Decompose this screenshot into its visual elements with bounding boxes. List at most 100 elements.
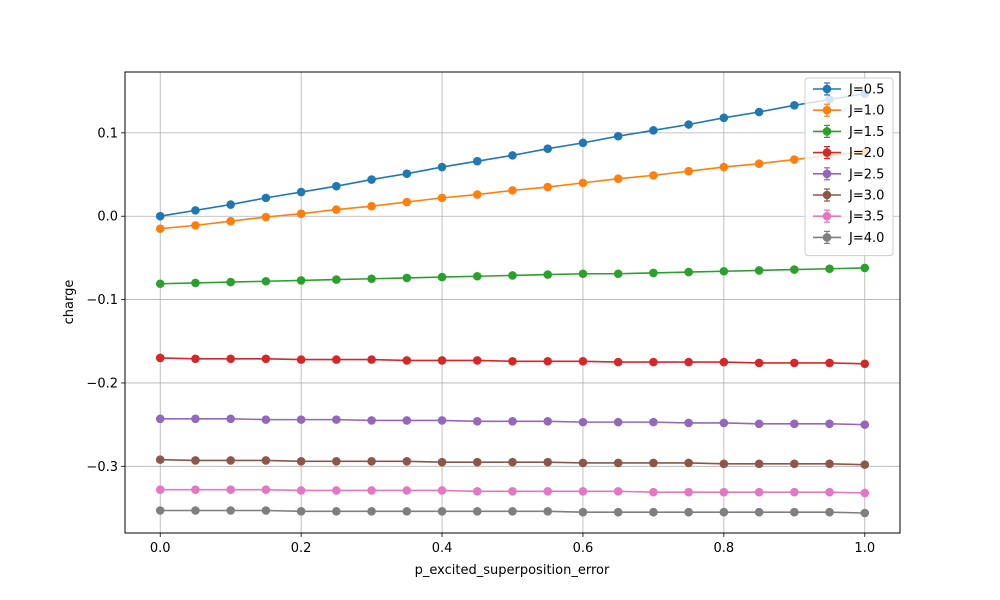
data-point (472, 356, 482, 365)
data-point (719, 418, 729, 428)
data-point (296, 209, 306, 219)
data-point (754, 358, 764, 368)
data-point (332, 355, 341, 364)
data-point (719, 487, 729, 497)
legend-item: J=4.0 (813, 230, 884, 246)
legend-label: J=4.0 (848, 231, 884, 246)
data-point (543, 182, 553, 192)
x-tick-label: 0.4 (432, 541, 453, 556)
data-point (754, 487, 764, 497)
series-group (155, 89, 870, 518)
data-point (790, 155, 799, 164)
data-point (543, 144, 553, 153)
data-point (649, 417, 658, 427)
data-point (296, 486, 306, 495)
data-point (402, 416, 412, 425)
series-J=2.0 (155, 353, 870, 369)
series-J=3.5 (155, 485, 870, 498)
data-point (719, 459, 729, 469)
data-point (332, 486, 341, 495)
data-point (860, 460, 870, 469)
data-point (367, 416, 376, 425)
data-point (790, 358, 799, 368)
y-tick-label: 0.0 (97, 210, 118, 225)
data-point (332, 507, 341, 516)
legend-marker (822, 233, 832, 242)
data-point (472, 416, 482, 426)
data-point (578, 138, 588, 148)
legend-item: J=0.5 (813, 82, 884, 98)
data-point (508, 487, 517, 496)
data-point (226, 216, 235, 226)
data-point (261, 276, 271, 286)
y-tick-label: 0.1 (97, 126, 118, 141)
data-point (226, 506, 235, 515)
data-point (543, 356, 553, 366)
legend-item: J=3.0 (813, 188, 884, 204)
legend-marker (822, 148, 832, 157)
data-point (191, 206, 200, 215)
data-point (155, 211, 165, 221)
plot-frame (124, 71, 901, 534)
data-point (296, 187, 306, 197)
x-tick-label: 0.6 (573, 541, 594, 556)
data-point (226, 354, 235, 364)
data-point (367, 355, 376, 364)
data-point (367, 507, 376, 516)
data-point (437, 272, 447, 282)
data-point (684, 418, 693, 428)
data-point (684, 120, 693, 129)
data-point (508, 416, 517, 426)
data-point (191, 278, 200, 288)
data-point (191, 456, 200, 465)
data-point (613, 131, 623, 141)
data-point (543, 416, 553, 426)
data-point (578, 458, 588, 468)
x-axis-label: p_excited_superposition_error (415, 563, 610, 578)
data-point (754, 266, 764, 275)
data-point (684, 166, 693, 176)
data-point (578, 487, 588, 496)
legend-item: J=1.5 (813, 124, 884, 140)
data-point (754, 419, 764, 429)
data-point (261, 212, 271, 222)
data-point (649, 268, 658, 278)
data-point (719, 162, 729, 172)
data-point (860, 263, 870, 273)
data-point (649, 487, 658, 497)
series-J=4.0 (155, 506, 870, 518)
legend-item: J=3.5 (813, 209, 884, 225)
data-point (860, 420, 870, 429)
data-point (860, 488, 870, 498)
data-point (790, 507, 799, 517)
data-point (719, 113, 729, 123)
data-point (790, 487, 799, 497)
series-J=2.5 (155, 414, 870, 429)
legend-label: J=1.5 (848, 125, 884, 140)
data-point (155, 414, 165, 424)
data-point (578, 417, 588, 427)
data-point (155, 485, 165, 494)
data-point (754, 459, 764, 469)
data-point (437, 416, 447, 425)
legend-marker (822, 190, 832, 200)
data-point (508, 356, 517, 366)
data-point (578, 356, 588, 366)
ticks: 0.0 0.2 0.4 0.6 0.8 1.0 0.1 0.0 −0.1 −0.2 −0.3 (86, 126, 875, 556)
data-point (543, 487, 553, 496)
series-J=3.0 (155, 455, 870, 469)
data-point (191, 354, 200, 364)
y-tick-label: −0.1 (86, 293, 118, 308)
data-point (155, 279, 165, 289)
y-tick-label: −0.2 (86, 376, 118, 391)
data-point (155, 455, 165, 464)
data-point (402, 486, 412, 495)
data-point (155, 224, 165, 234)
data-point (296, 415, 306, 424)
data-point (367, 274, 376, 284)
data-point (472, 190, 482, 199)
legend-item: J=2.5 (813, 167, 884, 182)
data-point (613, 269, 623, 279)
legend-marker (822, 105, 832, 115)
data-point (296, 276, 306, 285)
